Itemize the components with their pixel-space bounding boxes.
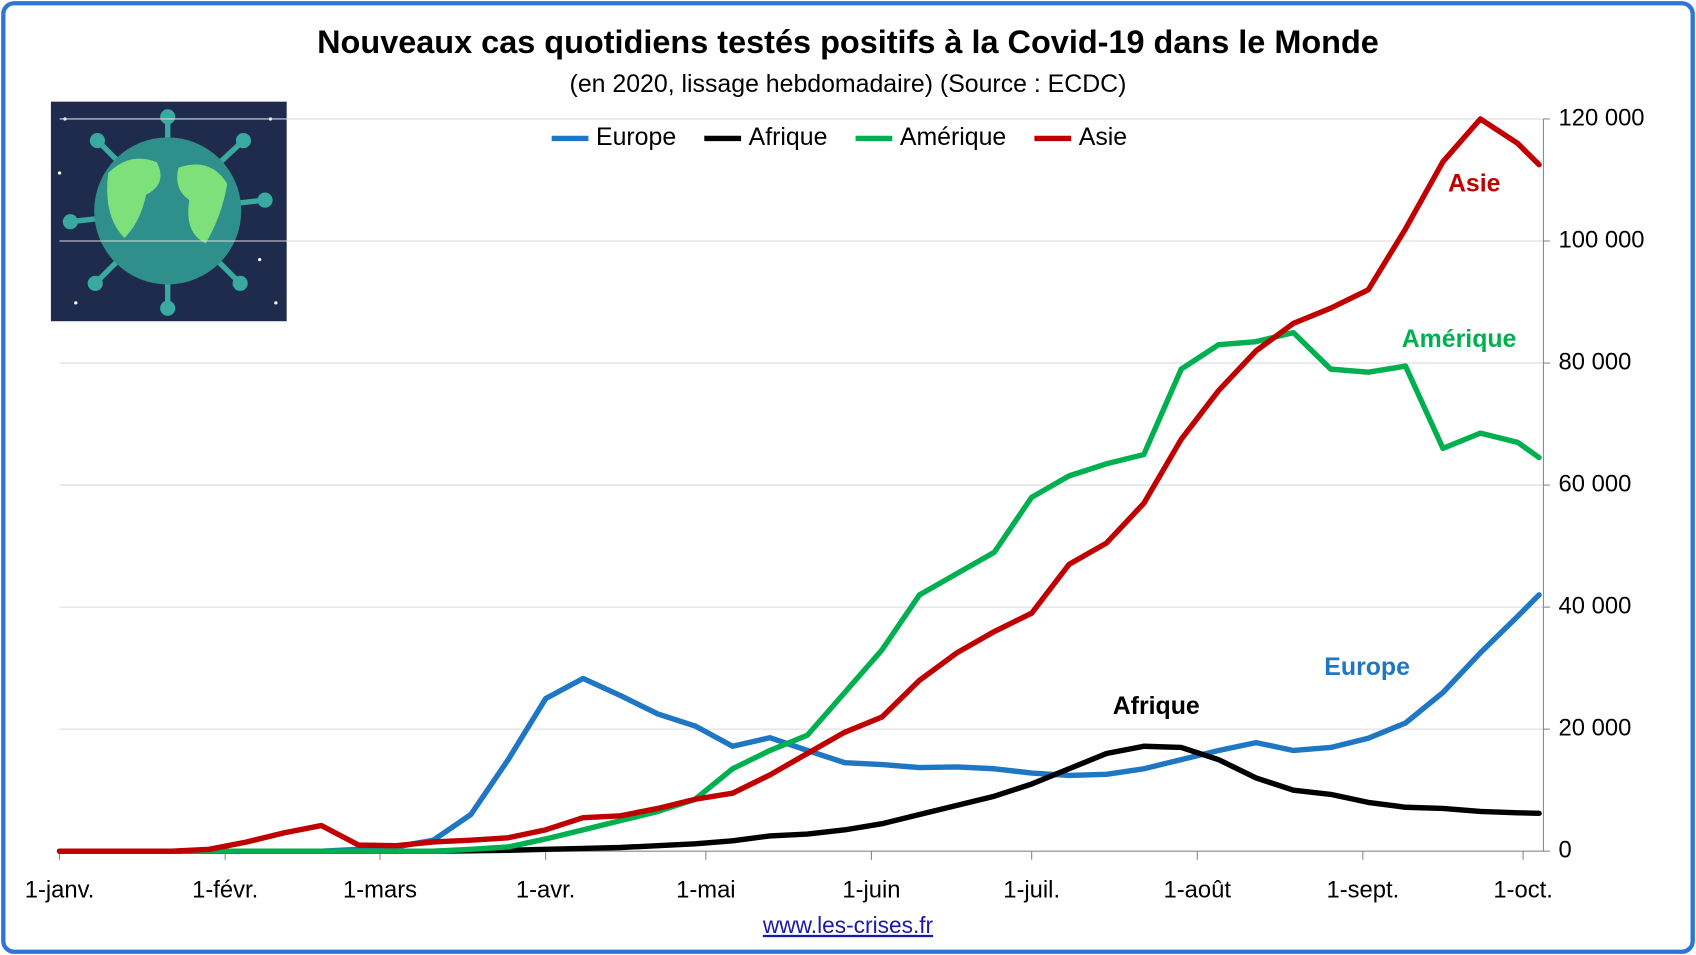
- series-line: [56, 116, 1542, 854]
- series-annotation: Amérique: [1402, 325, 1517, 353]
- y-tick-label: 100 000: [1559, 226, 1645, 253]
- y-tick-label: 0: [1559, 836, 1572, 863]
- legend-label: Europe: [596, 123, 676, 151]
- series-annotation: Afrique: [1113, 692, 1200, 720]
- y-tick-label: 80 000: [1559, 348, 1632, 375]
- legend-label: Afrique: [749, 123, 828, 151]
- x-tick-label: 1-août: [1164, 876, 1232, 903]
- y-tick-label: 60 000: [1559, 470, 1632, 497]
- series-annotation: Europe: [1324, 653, 1410, 681]
- virus-image: [50, 101, 287, 322]
- y-tick-label: 40 000: [1559, 592, 1632, 619]
- series-annotation: Asie: [1448, 170, 1501, 198]
- x-tick-label: 1-sept.: [1326, 876, 1399, 903]
- y-tick-label: 120 000: [1559, 104, 1645, 131]
- x-tick-label: 1-oct.: [1493, 876, 1552, 903]
- x-tick-label: 1-janv.: [25, 876, 95, 903]
- legend-label: Asie: [1079, 123, 1127, 151]
- legend-label: Amérique: [900, 123, 1006, 151]
- chart-title: Nouveaux cas quotidiens testés positifs …: [317, 24, 1379, 60]
- x-tick-label: 1-févr.: [192, 876, 258, 903]
- x-tick-label: 1-juin: [842, 876, 900, 903]
- x-tick-label: 1-mai: [676, 876, 735, 903]
- x-tick-label: 1-mars: [343, 876, 417, 903]
- series-line: [56, 329, 1542, 854]
- chart-subtitle: (en 2020, lissage hebdomadaire) (Source …: [570, 70, 1127, 98]
- source-link[interactable]: www.les-crises.fr: [762, 912, 934, 938]
- x-tick-label: 1-avr.: [516, 876, 575, 903]
- legend: Europe Afrique Amérique Asie: [551, 123, 1127, 151]
- y-tick-label: 20 000: [1559, 714, 1632, 741]
- x-tick-label: 1-juil.: [1003, 876, 1060, 903]
